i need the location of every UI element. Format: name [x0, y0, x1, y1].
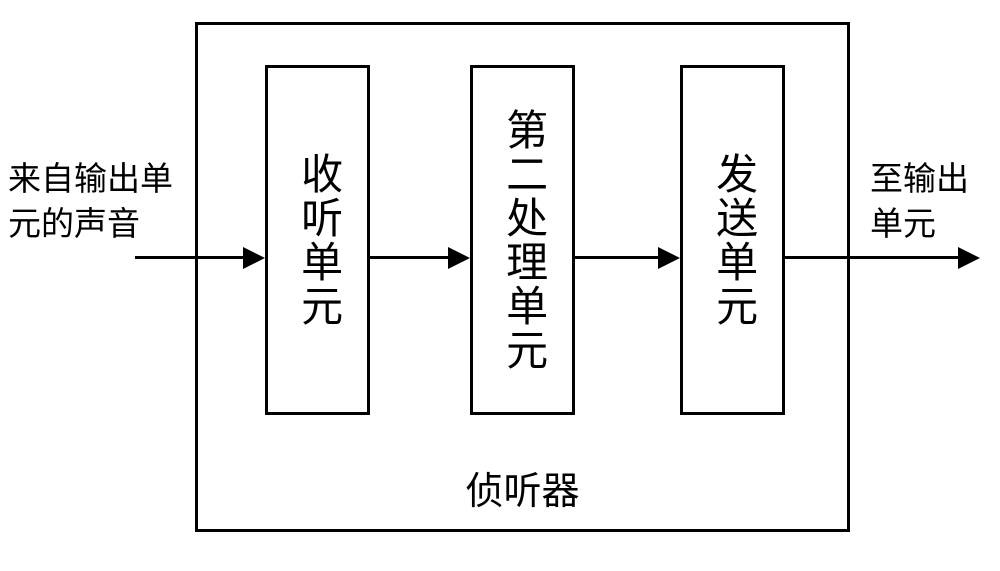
flowchart-diagram: 来自输出单元的声音 收听单元 第二处理单元 发送单元 侦听器 至输出单元	[0, 0, 1000, 571]
arrow-line-3	[575, 256, 660, 259]
output-label: 至输出单元	[870, 158, 1000, 247]
arrow-head-icon	[448, 247, 470, 269]
container-label: 侦听器	[195, 460, 850, 515]
block-second-processing-unit-label: 第二处理单元	[498, 108, 546, 372]
arrow-line-1	[135, 256, 245, 259]
arrow-head-icon	[958, 247, 980, 269]
block-send-unit-label: 发送单元	[708, 152, 756, 328]
block-listen-unit: 收听单元	[265, 65, 370, 415]
block-listen-unit-label: 收听单元	[293, 152, 341, 328]
arrow-head-icon	[243, 247, 265, 269]
input-label: 来自输出单元的声音	[8, 158, 183, 247]
block-send-unit: 发送单元	[680, 65, 785, 415]
block-second-processing-unit: 第二处理单元	[470, 65, 575, 415]
arrow-line-4	[785, 256, 960, 259]
arrow-head-icon	[658, 247, 680, 269]
arrow-line-2	[370, 256, 450, 259]
